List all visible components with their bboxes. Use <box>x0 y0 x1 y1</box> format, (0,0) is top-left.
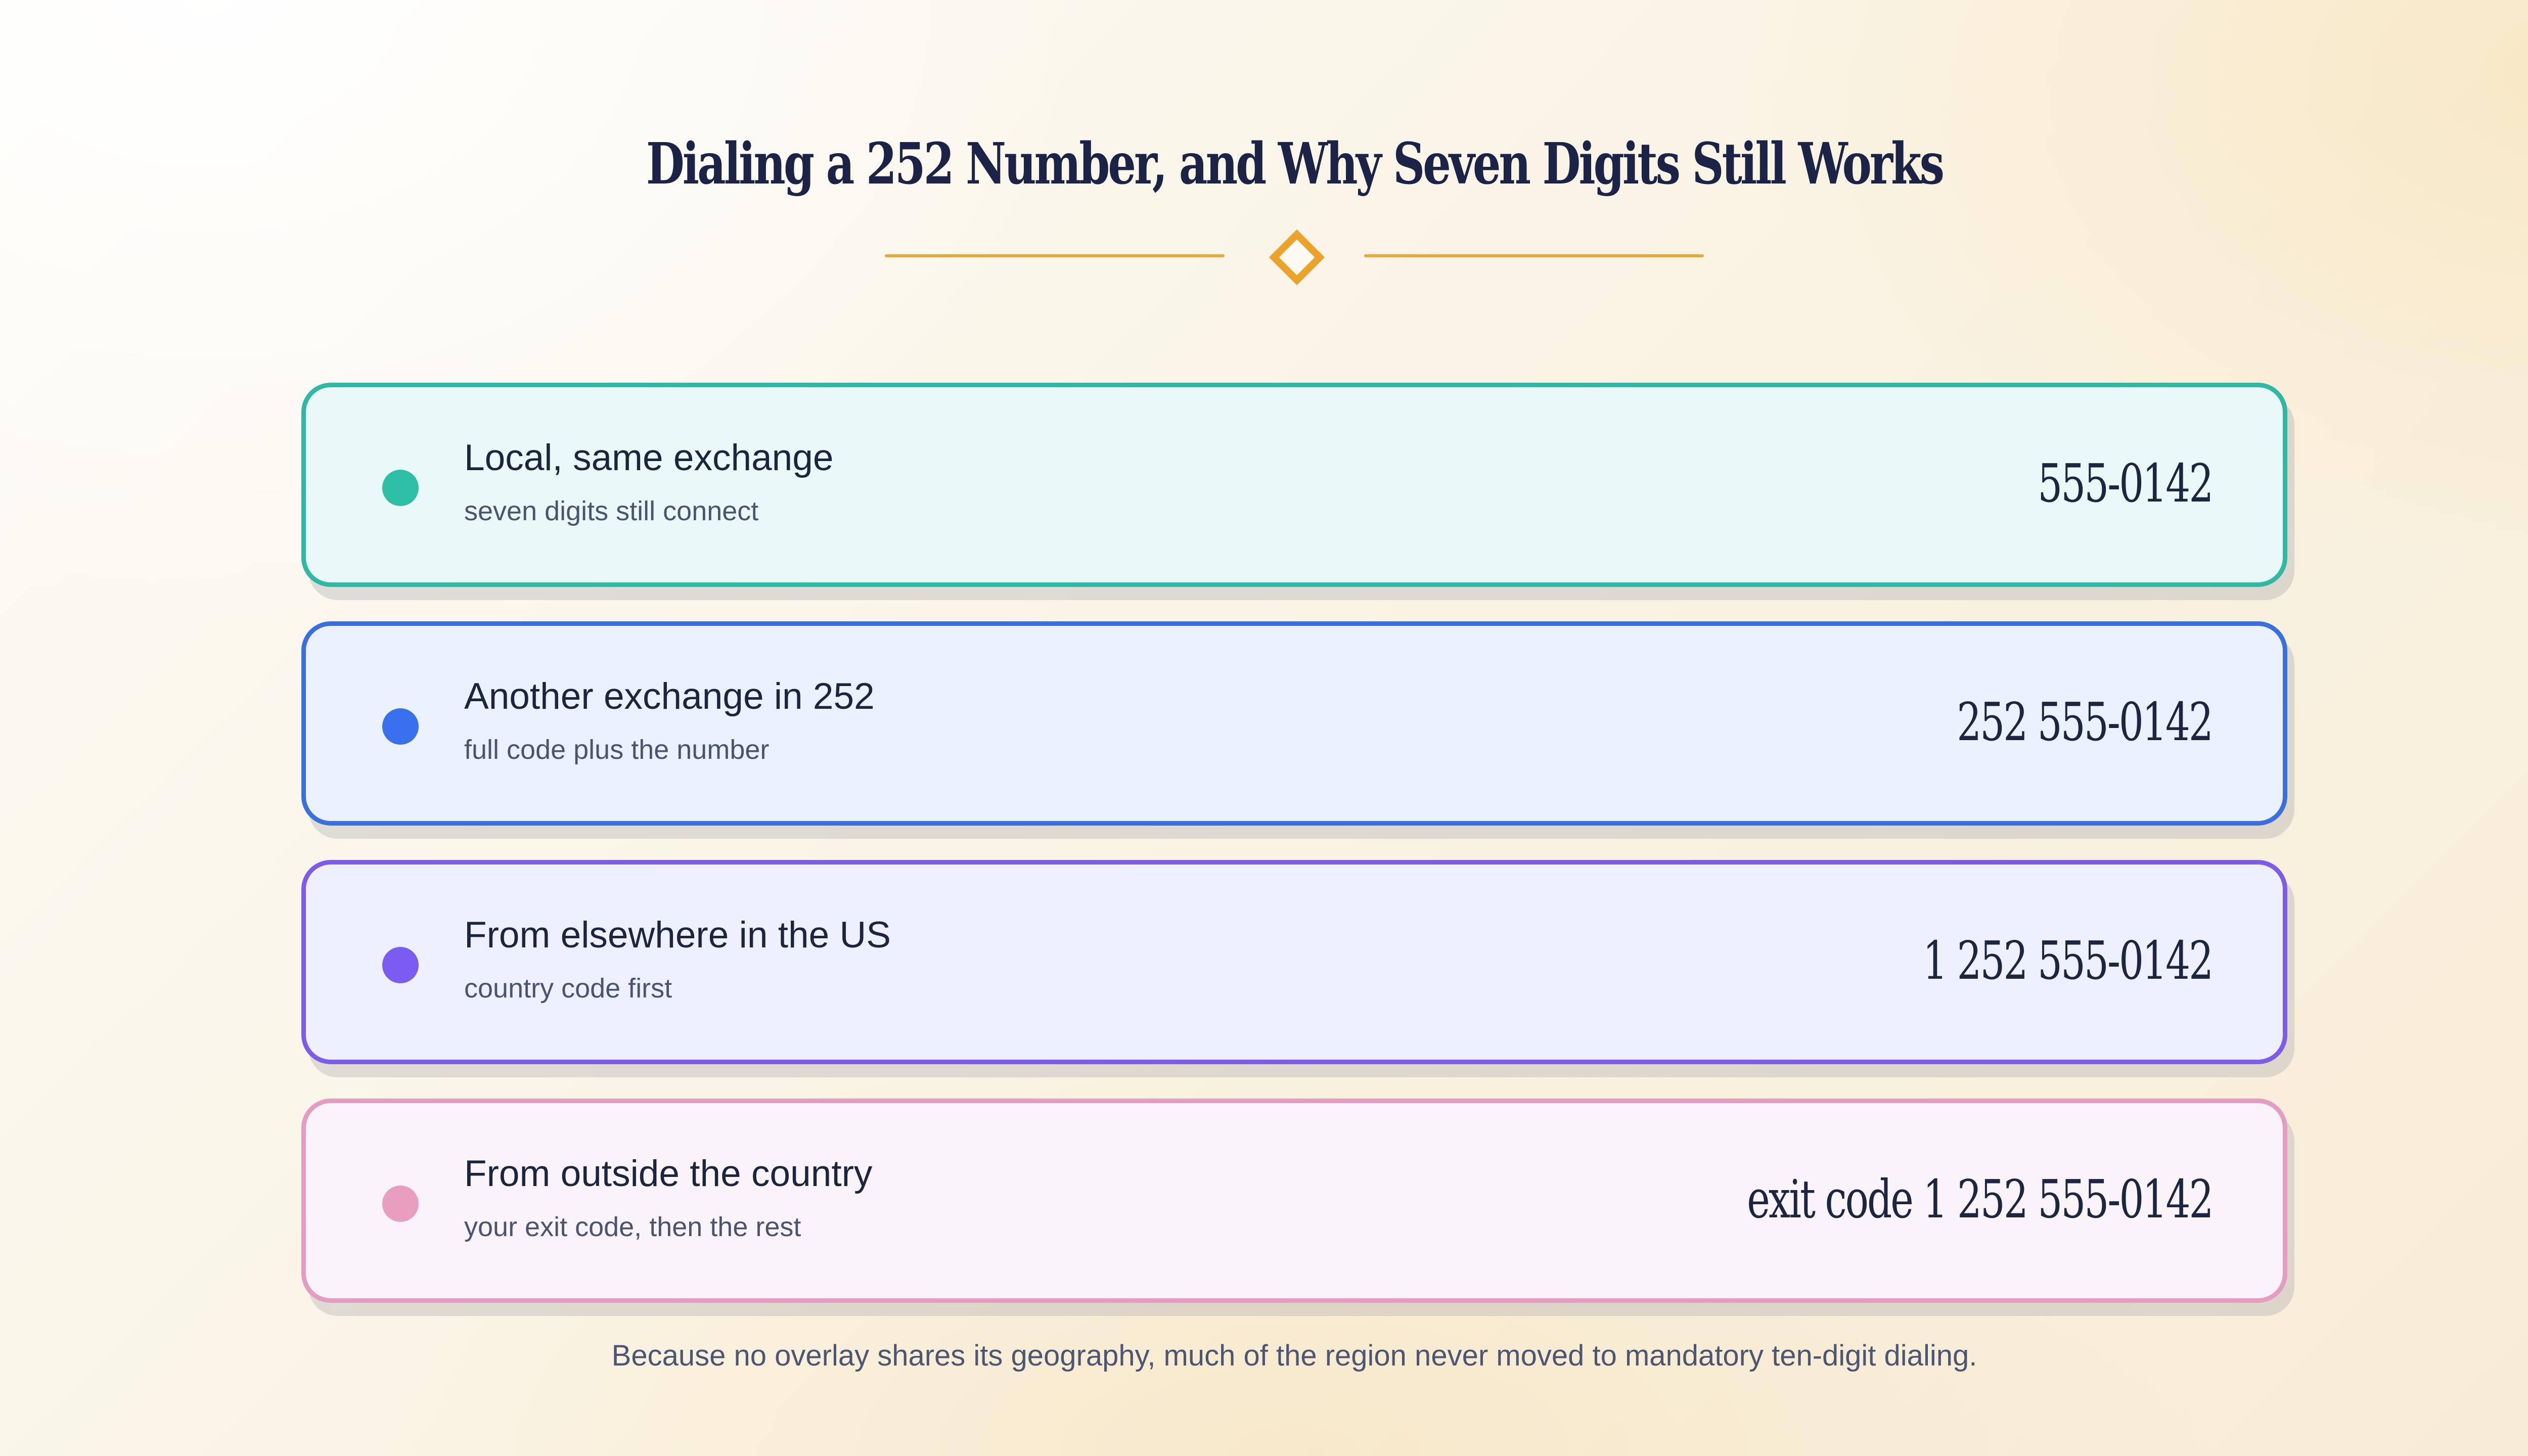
card-another-exchange: Another exchange in 252 full code plus t… <box>301 621 2287 826</box>
title-divider <box>885 229 1704 286</box>
card-label: From outside the country <box>464 1153 873 1194</box>
pink-dot-icon <box>382 1186 419 1222</box>
dial-number: 1 252 555-0142 <box>1922 930 2214 991</box>
card-label: Local, same exchange <box>464 437 834 478</box>
divider-line-left <box>885 254 1225 257</box>
card-subtitle: seven digits still connect <box>464 496 759 526</box>
card-local-same-exchange: Local, same exchange seven digits still … <box>301 383 2287 587</box>
page-title: Dialing a 252 Number, and Why Seven Digi… <box>646 131 1945 197</box>
divider-line-right <box>1364 254 1704 257</box>
teal-dot-icon <box>382 470 419 506</box>
card-subtitle: your exit code, then the rest <box>464 1212 801 1242</box>
dial-number: 555-0142 <box>2037 452 2214 514</box>
card-subtitle: country code first <box>464 973 672 1004</box>
card-label: From elsewhere in the US <box>464 915 891 956</box>
card-subtitle: full code plus the number <box>464 735 770 765</box>
dial-number: exit code 1 252 555-0142 <box>1746 1168 2214 1230</box>
card-elsewhere-in-us: From elsewhere in the US country code fi… <box>301 860 2287 1064</box>
dial-number: 252 555-0142 <box>1957 691 2214 753</box>
purple-dot-icon <box>382 947 419 983</box>
card-label: Another exchange in 252 <box>464 676 875 717</box>
card-outside-country: From outside the country your exit code,… <box>301 1099 2287 1303</box>
footnote: Because no overlay shares its geography,… <box>611 1339 1977 1372</box>
blue-dot-icon <box>382 708 419 745</box>
diamond-icon <box>1269 229 1325 286</box>
dialing-options-list: Local, same exchange seven digits still … <box>301 383 2287 1337</box>
